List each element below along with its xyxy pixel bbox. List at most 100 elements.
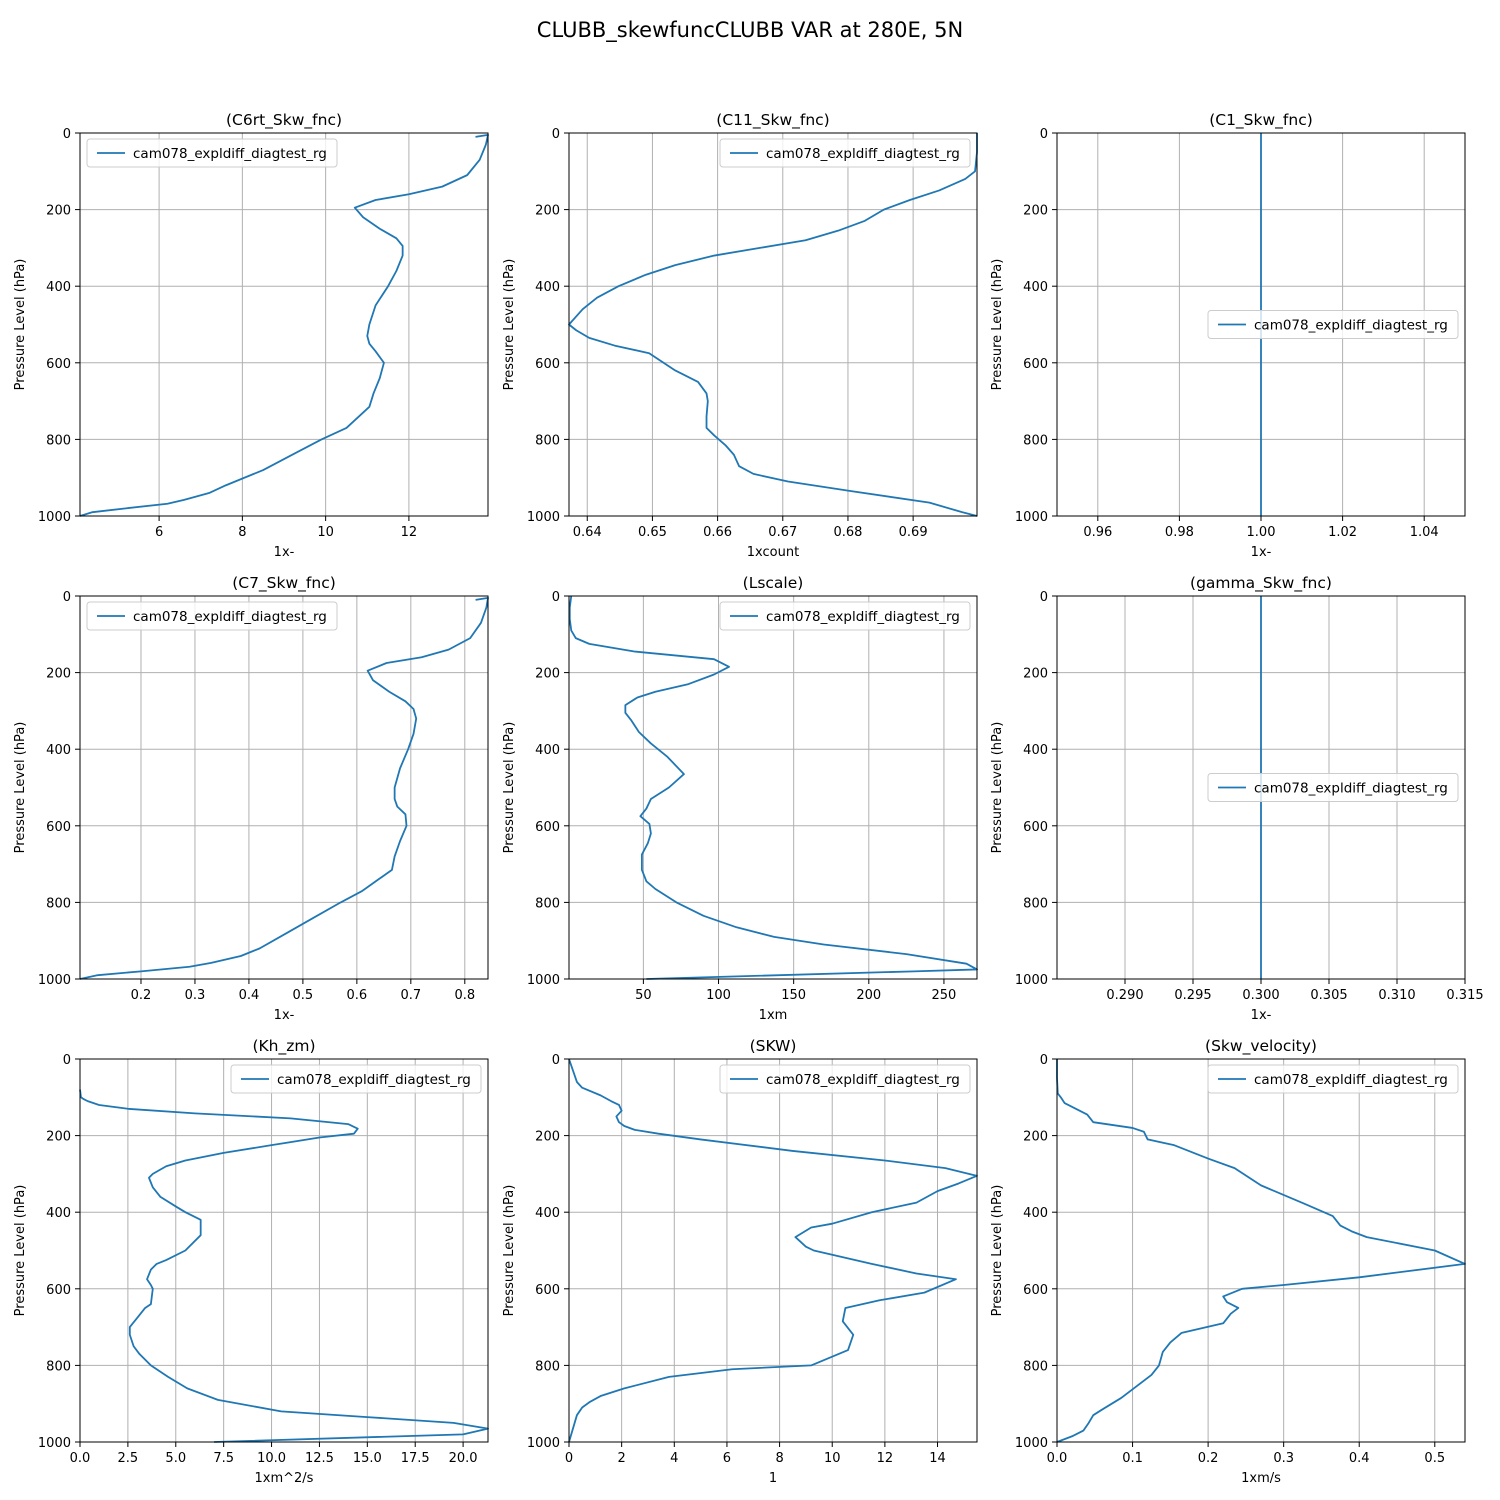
plot-area <box>1057 1059 1465 1442</box>
legend-box <box>1207 773 1459 802</box>
y-tick-label: 400 <box>46 280 71 295</box>
y-tick-label: 800 <box>46 1359 71 1374</box>
x-tick-label: 0.96 <box>1083 525 1112 540</box>
x-axis-label: 1x- <box>274 545 295 560</box>
subplot-5: 50 100 150 200 250 0 200 400 600 800 1000 (Lscale) 1… <box>502 574 978 1023</box>
y-tick-label: 400 <box>46 743 71 758</box>
legend-label: cam078_expldiff_diagtest_rg <box>1254 1072 1448 1088</box>
y-tick-label: 0 <box>1040 1053 1048 1068</box>
legend-label: cam078_expldiff_diagtest_rg <box>1254 318 1448 334</box>
y-tick-label: 1000 <box>1015 973 1048 988</box>
axes-frame <box>568 595 978 980</box>
x-tick-label: 0.2 <box>1198 1451 1219 1466</box>
subplot-6: 0.290 0.295 0.300 0.305 0.310 0.315 0 200 400 600… <box>990 574 1484 1023</box>
y-axis-label: Pressure Level (hPa) <box>502 722 517 854</box>
plot-area <box>80 1059 488 1442</box>
y-tick-label: 800 <box>1023 433 1048 448</box>
y-tick-label: 1000 <box>1015 510 1048 525</box>
x-tick-label: 0.7 <box>400 988 421 1003</box>
y-tick-label: 600 <box>535 1283 560 1298</box>
legend-box <box>86 138 338 168</box>
legend: cam078_expldiff_diagtest_rg <box>1207 773 1459 802</box>
y-tick-label: 1000 <box>38 973 71 988</box>
subplot-7: 0.0 2.5 5.0 7.5 10.0 12.5 15.0 17.5 20.0 0 200 400 6… <box>13 1037 489 1486</box>
series-line <box>568 595 978 980</box>
x-tick-label: 0.2 <box>131 988 152 1003</box>
subplot-9: 0.0 0.1 0.2 0.3 0.4 0.5 0 200 400 600 800 1000 (Skw_… <box>990 1037 1466 1486</box>
x-tick-label: 2 <box>618 1451 626 1466</box>
y-tick-label: 1000 <box>527 973 560 988</box>
y-tick-label: 1000 <box>38 510 71 525</box>
x-tick-label: 0.3 <box>1273 1451 1294 1466</box>
plot-area <box>569 596 977 979</box>
x-axis-label: 1x- <box>1251 1008 1272 1023</box>
y-tick-label: 600 <box>535 357 560 372</box>
x-tick-label: 0.0 <box>70 1451 91 1466</box>
x-axis-label: 1x- <box>1251 545 1272 560</box>
legend: cam078_expldiff_diagtest_rg <box>86 601 338 631</box>
legend-box <box>1207 1064 1459 1094</box>
x-tick-label: 10 <box>824 1451 841 1466</box>
x-tick-label: 200 <box>856 988 881 1003</box>
x-tick-label: 12.5 <box>305 1451 334 1466</box>
subplot-3: 0.96 0.98 1.00 1.02 1.04 0 200 400 600 800 1000 (C1… <box>990 111 1466 560</box>
axes-frame <box>568 132 978 517</box>
axes-frame <box>568 1058 978 1443</box>
y-tick-label: 0 <box>552 127 560 142</box>
plot-area <box>80 596 488 979</box>
y-axis-label: Pressure Level (hPa) <box>990 722 1005 854</box>
x-tick-label: 6 <box>723 1451 731 1466</box>
y-tick-label: 0 <box>63 1053 71 1068</box>
series-line <box>568 1058 978 1443</box>
x-tick-label: 0.295 <box>1174 988 1211 1003</box>
y-tick-label: 800 <box>1023 896 1048 911</box>
y-tick-label: 200 <box>535 204 560 219</box>
y-tick-label: 200 <box>46 1130 71 1145</box>
series-line <box>79 1089 489 1443</box>
y-tick-label: 200 <box>535 1130 560 1145</box>
legend-box <box>1207 310 1459 339</box>
x-tick-label: 0.64 <box>573 525 602 540</box>
y-tick-label: 800 <box>46 433 71 448</box>
y-tick-label: 800 <box>535 896 560 911</box>
x-tick-label: 8 <box>238 525 246 540</box>
legend: cam078_expldiff_diagtest_rg <box>719 1064 971 1094</box>
x-tick-label: 0.8 <box>454 988 475 1003</box>
y-tick-label: 800 <box>46 896 71 911</box>
y-tick-label: 1000 <box>527 1436 560 1451</box>
legend-label: cam078_expldiff_diagtest_rg <box>277 1072 471 1088</box>
x-tick-label: 0 <box>565 1451 573 1466</box>
y-axis-label: Pressure Level (hPa) <box>13 1185 28 1317</box>
y-tick-label: 200 <box>46 667 71 682</box>
y-tick-label: 1000 <box>1015 1436 1048 1451</box>
y-tick-label: 200 <box>535 667 560 682</box>
y-tick-label: 400 <box>1023 280 1048 295</box>
legend-label: cam078_expldiff_diagtest_rg <box>133 609 327 625</box>
series-line <box>79 597 489 980</box>
subplot-title: (Kh_zm) <box>252 1037 315 1056</box>
subplot-title: (C6rt_Skw_fnc) <box>226 111 342 130</box>
x-tick-label: 0.98 <box>1165 525 1194 540</box>
subplot-title: (SKW) <box>750 1037 797 1055</box>
y-axis-label: Pressure Level (hPa) <box>502 259 517 391</box>
y-axis-label: Pressure Level (hPa) <box>13 722 28 854</box>
x-tick-label: 0.67 <box>768 525 797 540</box>
x-tick-label: 7.5 <box>213 1451 234 1466</box>
x-tick-label: 10 <box>317 525 334 540</box>
x-tick-label: 0.305 <box>1310 988 1347 1003</box>
x-tick-label: 4 <box>670 1451 678 1466</box>
x-tick-label: 50 <box>635 988 652 1003</box>
x-axis-label: 1x- <box>274 1008 295 1023</box>
subplot-8: 0 2 4 6 8 10 12 14 0 200 400 600 800 1000 (SKW) 1 Pressu… <box>502 1037 978 1486</box>
x-tick-label: 17.5 <box>401 1451 430 1466</box>
subplot-grid: 6 8 10 1202004006008001000(C6rt_Skw_fnc)1x-… <box>13 111 1484 1486</box>
x-tick-label: 6 <box>155 525 163 540</box>
x-tick-label: 12 <box>401 525 418 540</box>
x-tick-label: 100 <box>706 988 731 1003</box>
y-tick-label: 600 <box>46 820 71 835</box>
subplot-2: 0.64 0.65 0.66 0.67 0.68 0.69 0 200 400 600 800 100… <box>502 111 978 560</box>
y-tick-label: 400 <box>535 743 560 758</box>
x-tick-label: 8 <box>775 1451 783 1466</box>
legend: cam078_expldiff_diagtest_rg <box>230 1064 482 1094</box>
y-tick-label: 400 <box>1023 1206 1048 1221</box>
